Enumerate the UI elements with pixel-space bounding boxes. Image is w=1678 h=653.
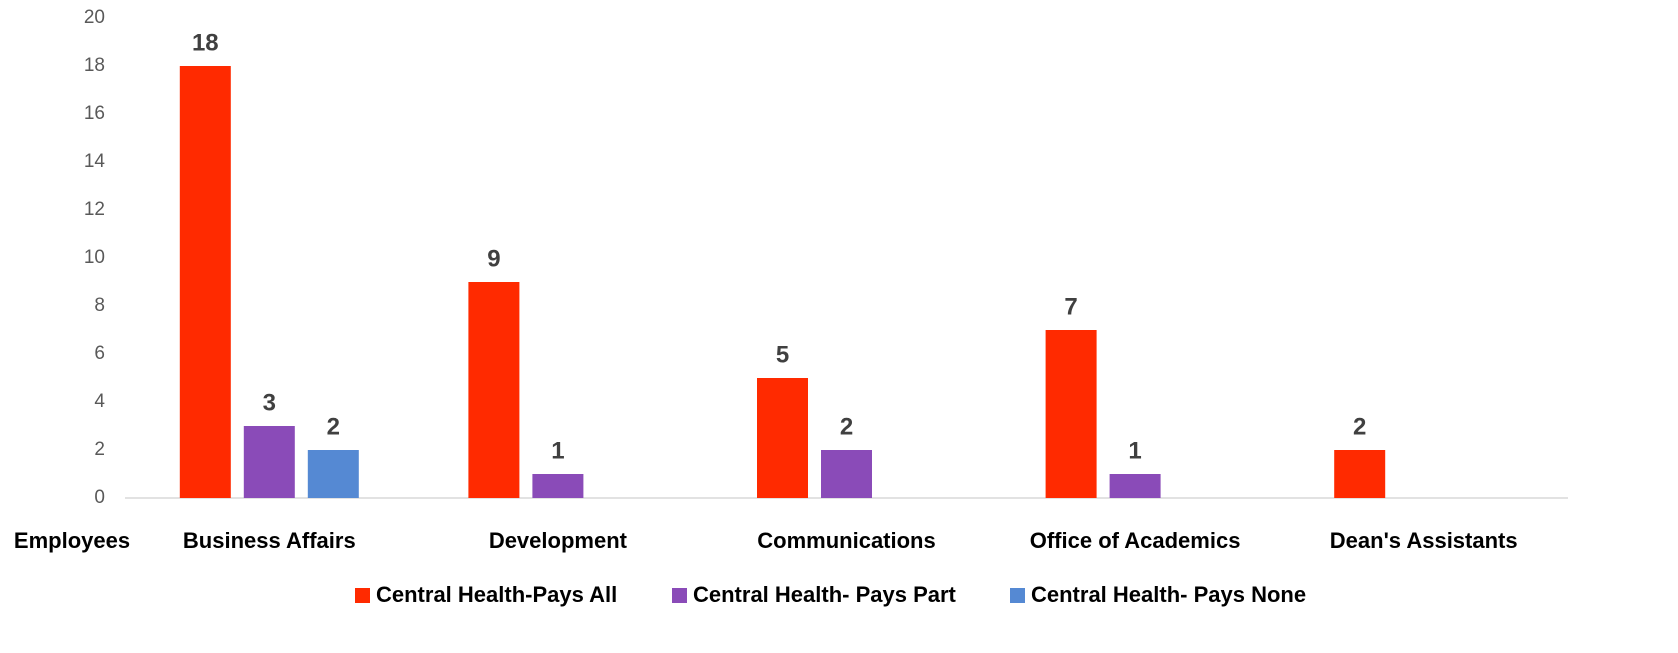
bar — [1334, 450, 1386, 498]
bar — [243, 426, 295, 498]
bar — [179, 66, 231, 498]
x-tick-label: Office of Academics — [1030, 528, 1241, 553]
bar — [1045, 330, 1097, 498]
data-label: 7 — [1064, 293, 1077, 320]
y-tick-label: 10 — [84, 247, 105, 268]
y-tick-label: 4 — [94, 391, 105, 412]
y-tick-label: 16 — [84, 103, 105, 124]
y-tick-label: 18 — [84, 55, 105, 76]
data-label: 1 — [1128, 437, 1141, 464]
bar — [821, 450, 872, 498]
legend-label: Central Health-Pays All — [376, 582, 617, 607]
data-label: 3 — [263, 389, 276, 416]
data-label: 2 — [327, 413, 340, 440]
y-tick-label: 2 — [94, 439, 105, 460]
bar — [532, 474, 584, 498]
data-label: 2 — [1353, 413, 1366, 440]
data-label: 2 — [840, 413, 853, 440]
y-tick-label: 20 — [84, 7, 105, 28]
y-tick-label: 0 — [94, 487, 105, 508]
x-tick-label: Business Affairs — [183, 528, 356, 553]
bar — [468, 282, 520, 498]
data-label: 5 — [776, 341, 789, 368]
data-label: 1 — [551, 437, 564, 464]
legend-swatch — [672, 588, 687, 603]
y-tick-label: 14 — [84, 151, 106, 172]
y-tick-label: 12 — [84, 199, 105, 220]
legend-label: Central Health- Pays None — [1031, 582, 1306, 607]
legend-swatch — [355, 588, 370, 603]
bar — [757, 378, 808, 498]
x-axis-label: Employees — [14, 528, 130, 553]
data-label: 9 — [487, 245, 500, 272]
y-tick-label: 8 — [94, 295, 105, 316]
x-tick-label: Dean's Assistants — [1330, 528, 1518, 553]
legend-swatch — [1010, 588, 1025, 603]
y-tick-label: 6 — [94, 343, 105, 364]
legend-label: Central Health- Pays Part — [693, 582, 957, 607]
bar — [307, 450, 359, 498]
bar — [1109, 474, 1161, 498]
x-tick-label: Development — [489, 528, 628, 553]
x-tick-label: Communications — [757, 528, 935, 553]
data-label: 18 — [192, 29, 219, 56]
